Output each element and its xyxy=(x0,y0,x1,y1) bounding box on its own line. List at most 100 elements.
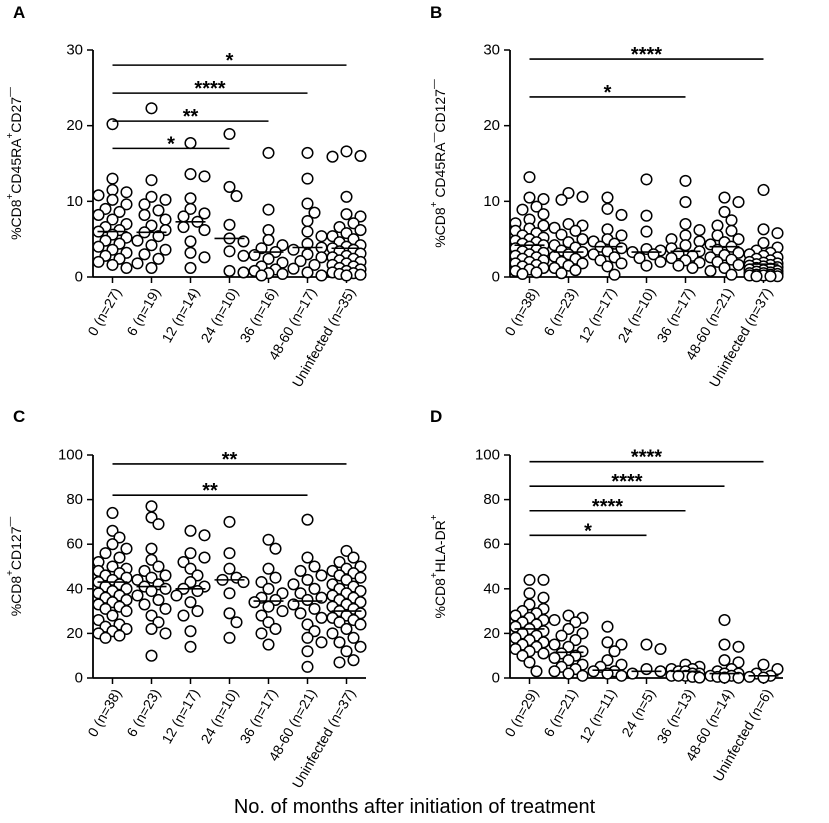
data-point xyxy=(223,631,236,644)
y-tick-label: 20 xyxy=(483,625,500,642)
data-point xyxy=(152,518,165,531)
data-point xyxy=(340,190,353,203)
data-point xyxy=(152,252,165,265)
data-point xyxy=(184,192,197,205)
data-point xyxy=(131,257,144,270)
data-point xyxy=(523,171,536,184)
data-point xyxy=(248,596,261,609)
data-point xyxy=(138,198,151,211)
data-point xyxy=(262,233,275,246)
data-point xyxy=(665,252,678,265)
data-point xyxy=(262,638,275,651)
data-point xyxy=(152,560,165,573)
data-point xyxy=(106,193,119,206)
data-point xyxy=(106,609,119,622)
data-point xyxy=(308,602,321,615)
data-point xyxy=(615,669,628,682)
data-point xyxy=(347,654,360,667)
data-point xyxy=(569,264,582,277)
y-tick-label: 0 xyxy=(492,269,500,286)
data-point xyxy=(333,656,346,669)
data-point xyxy=(301,225,314,238)
data-point xyxy=(145,500,158,513)
data-point xyxy=(262,252,275,265)
panel-letter: B xyxy=(430,3,442,22)
data-point xyxy=(537,573,550,586)
x-tick-label: 36 (n=17) xyxy=(653,285,697,345)
data-point xyxy=(198,251,211,264)
data-point xyxy=(301,551,314,564)
data-point xyxy=(587,665,600,678)
data-point xyxy=(223,587,236,600)
y-tick-label: 10 xyxy=(66,193,83,210)
data-point xyxy=(326,150,339,163)
data-point xyxy=(198,551,211,564)
data-point xyxy=(333,636,346,649)
data-point xyxy=(301,573,314,586)
data-point xyxy=(626,667,639,680)
data-point xyxy=(308,560,321,573)
data-point xyxy=(315,269,328,282)
data-point xyxy=(92,208,105,222)
data-point xyxy=(725,224,738,237)
x-tick-label: 24 (n=10) xyxy=(614,285,658,345)
data-point xyxy=(159,213,172,226)
y-tick-label: 60 xyxy=(66,536,83,553)
significance-label: **** xyxy=(611,471,642,493)
significance-label: ** xyxy=(222,449,238,471)
data-point xyxy=(693,671,706,684)
data-point xyxy=(262,146,275,159)
data-point xyxy=(615,229,628,242)
panel-letter: A xyxy=(13,3,25,22)
data-point xyxy=(315,611,328,624)
data-point xyxy=(145,649,158,662)
data-point xyxy=(159,569,172,582)
data-point xyxy=(523,191,536,204)
y-axis-label: %CD8+HLA-DR+ xyxy=(429,514,448,618)
data-point xyxy=(315,230,328,243)
data-point xyxy=(725,268,738,281)
data-point xyxy=(294,564,307,578)
data-point xyxy=(354,618,367,631)
x-axis-shared-label: No. of months after initiation of treatm… xyxy=(233,796,596,818)
x-tick-label: 12 (n=17) xyxy=(575,285,619,345)
data-point xyxy=(198,207,211,220)
x-tick-label: 36 (n=13) xyxy=(653,686,697,746)
data-point xyxy=(548,651,561,664)
y-tick-label: 10 xyxy=(483,193,500,210)
data-point xyxy=(354,149,367,162)
data-point xyxy=(640,638,653,651)
data-point xyxy=(601,223,614,236)
data-point xyxy=(170,589,183,602)
data-point xyxy=(718,613,731,627)
y-tick-label: 80 xyxy=(483,491,500,508)
data-point xyxy=(516,267,529,281)
data-point xyxy=(523,587,536,600)
data-point xyxy=(548,638,561,651)
data-point xyxy=(223,547,236,560)
data-point xyxy=(562,667,575,680)
x-tick-label: 36 (n=16) xyxy=(236,285,280,345)
data-point xyxy=(615,257,628,270)
data-point xyxy=(686,261,699,274)
data-point xyxy=(555,629,568,642)
panel-D: D %CD8+HLA-DR+ 0 20 40 60 80 100 0 (n=29)6 (n=21… xyxy=(429,407,784,784)
data-point xyxy=(537,591,550,604)
data-point xyxy=(255,269,268,282)
data-point xyxy=(184,625,197,638)
data-point xyxy=(269,571,282,584)
data-point xyxy=(640,663,653,676)
data-point xyxy=(159,627,172,640)
data-point xyxy=(159,243,172,256)
data-point xyxy=(640,173,653,186)
data-point xyxy=(177,609,190,622)
data-point xyxy=(640,259,653,272)
data-point xyxy=(354,268,367,281)
data-point xyxy=(615,242,628,255)
data-point xyxy=(92,189,105,202)
data-point xyxy=(308,258,321,271)
data-point xyxy=(184,524,197,537)
data-point xyxy=(145,102,158,115)
data-point xyxy=(106,213,119,226)
data-point xyxy=(672,259,685,272)
